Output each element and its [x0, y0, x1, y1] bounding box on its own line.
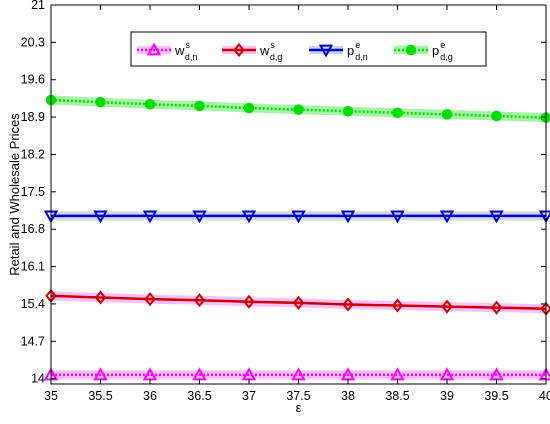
legend-label: pe d,g [432, 40, 453, 62]
series-line [50, 294, 547, 310]
x-tick-label: 39.5 [484, 389, 508, 403]
x-axis-label: ε [296, 400, 302, 415]
axes: 35 35.5 36 36.5 37 37.5 38 38.5 39 39.5 40 14 14.7 15… [21, 0, 550, 403]
x-tick-label: 35 [44, 389, 58, 403]
series-1 [43, 367, 550, 381]
y-tick-label: 18.2 [21, 147, 45, 161]
series-line [50, 98, 547, 119]
data-point [192, 210, 207, 224]
data-point [243, 102, 255, 114]
data-point [439, 210, 455, 224]
y-tick-label: 20.3 [21, 35, 45, 49]
series-4 [45, 94, 550, 123]
data-point [293, 104, 304, 115]
y-axis-label: Retail and Wholesale Prices [7, 113, 22, 276]
x-tick-label: 36.5 [187, 389, 211, 403]
legend-marker [146, 42, 162, 56]
data-point [340, 210, 356, 224]
data-point [392, 107, 403, 119]
legend-entry-4: pe d,g [394, 40, 453, 62]
legend-label: ws d,n [174, 40, 197, 62]
legend-entry-3: pe d,n [309, 40, 368, 62]
x-tick-label: 35.5 [88, 389, 112, 403]
y-tick-label: 14 [31, 372, 45, 386]
data-point [243, 294, 255, 309]
x-tick-label: 36 [143, 389, 157, 403]
data-point [142, 210, 158, 224]
x-tick-label: 38.5 [385, 389, 409, 403]
data-point [292, 295, 305, 310]
data-point [95, 96, 106, 108]
legend-entry-2: ws d,g [222, 40, 282, 62]
y-tick-label: 15.4 [21, 297, 45, 311]
data-point [441, 109, 453, 120]
data-point [491, 110, 502, 122]
data-point [241, 210, 257, 224]
y-tick-label: 18.9 [21, 110, 45, 124]
data-point [490, 300, 503, 315]
x-tick-label: 37 [242, 389, 256, 403]
y-tick-label: 21 [31, 0, 45, 12]
data-point [94, 290, 107, 305]
data-point [291, 210, 306, 224]
y-tick-label: 19.6 [21, 73, 45, 87]
y-tick-label: 16.1 [21, 260, 45, 274]
legend-entry-1: ws d,n [137, 40, 197, 62]
legend-marker [405, 44, 417, 56]
x-tick-label: 39 [440, 389, 454, 403]
x-tick-label: 40 [539, 389, 550, 403]
data-point [342, 297, 354, 312]
legend-marker [318, 44, 334, 58]
y-tick-label: 16.8 [21, 222, 45, 236]
data-point [194, 100, 205, 112]
data-point [193, 293, 206, 308]
data-point [93, 210, 108, 224]
data-point [144, 99, 156, 110]
data-point [342, 105, 354, 117]
legend-label: ws d,g [259, 40, 282, 62]
y-tick-label: 17.5 [21, 185, 45, 199]
legend: ws d,n ws d,g pe d,n pe d,g [130, 31, 487, 67]
legend-label: pe d,n [347, 40, 368, 62]
plot-area [43, 94, 550, 381]
series-3 [43, 210, 550, 224]
legend-marker [233, 42, 245, 58]
data-point [390, 210, 405, 224]
data-point [391, 298, 404, 313]
data-point [489, 210, 504, 224]
x-tick-label: 37.5 [286, 389, 310, 403]
data-point [441, 299, 453, 314]
x-tick-label: 38 [341, 389, 355, 403]
series-2 [45, 288, 550, 316]
y-tick-label: 14.7 [21, 334, 45, 348]
data-point [144, 292, 156, 307]
